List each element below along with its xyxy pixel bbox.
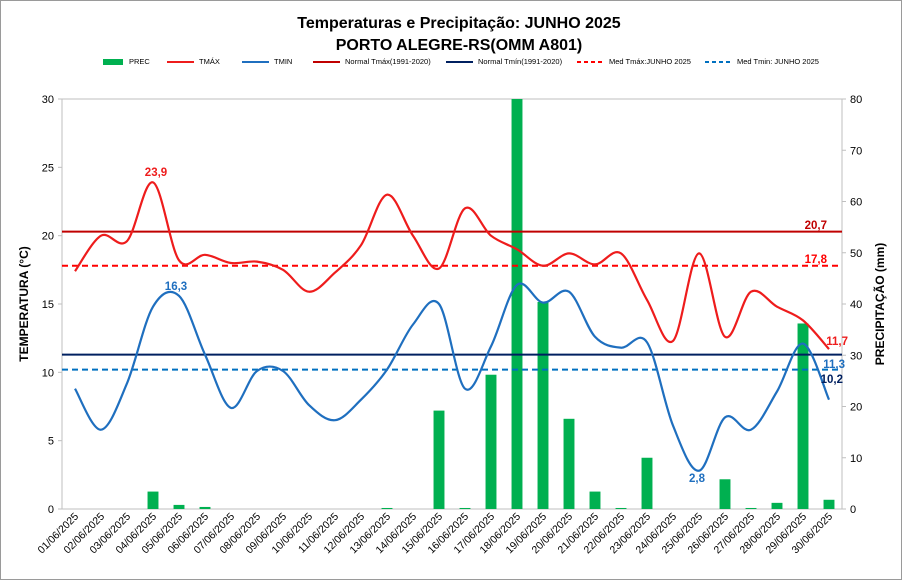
legend-swatch-prec [103, 59, 123, 65]
legend: PREC TMÁX TMIN Normal Tmáx(1991-2020) No… [103, 57, 819, 66]
tmin-line [74, 282, 831, 472]
tmax-line [74, 181, 830, 350]
annotation-tmax-peak: 23,9 [145, 167, 167, 179]
prec-bar [459, 507, 471, 509]
annotation-normal-tmax: 20,7 [805, 220, 827, 232]
y-left-tick-label: 0 [48, 504, 54, 516]
prec-bar [147, 491, 159, 509]
prec-bar [589, 491, 601, 509]
legend-label-prec: PREC [129, 57, 150, 66]
y-axis-left-ticks: 0 5 10 15 20 25 30 [42, 94, 62, 516]
y-right-tick-label: 60 [850, 197, 862, 209]
x-axis-ticks: 01/06/202502/06/202503/06/202504/06/2025… [35, 511, 835, 557]
y-right-tick-label: 50 [850, 248, 862, 260]
y-right-tick-label: 0 [850, 504, 856, 516]
prec-bar [511, 99, 523, 509]
y-left-tick-label: 30 [42, 94, 54, 106]
annotation-normal-tmin: 11,3 [823, 359, 845, 371]
legend-label-tmax: TMÁX [199, 57, 220, 66]
chart-title-line1: Temperaturas e Precipitação: JUNHO 2025 [297, 15, 621, 32]
y-left-tick-label: 15 [42, 299, 54, 311]
prec-bar [797, 323, 809, 509]
prec-bar [719, 479, 731, 509]
legend-label-med-tmax: Med Tmáx:JUNHO 2025 [609, 57, 691, 66]
prec-bar [485, 374, 497, 509]
annotation-med-tmax: 17,8 [805, 254, 828, 266]
y-right-tick-label: 70 [850, 145, 862, 157]
legend-label-normal-tmax: Normal Tmáx(1991-2020) [345, 57, 431, 66]
y-right-tick-label: 30 [850, 350, 862, 362]
annotation-med-tmin: 10,2 [821, 374, 843, 386]
prec-bar [641, 457, 653, 509]
prec-bar [173, 504, 185, 509]
plot-area [61, 98, 843, 510]
annotation-tmax-last: 11,7 [826, 336, 848, 348]
temperature-lines [74, 181, 831, 472]
y-right-tick-label: 40 [850, 299, 862, 311]
y-left-tick-label: 25 [42, 162, 54, 174]
prec-bar [615, 507, 627, 509]
y-axis-right-ticks: 0 10 20 30 40 50 60 70 80 [842, 94, 862, 516]
legend-label-tmin: TMIN [274, 57, 292, 66]
y-right-tick-label: 80 [850, 94, 862, 106]
chart-title-line2: PORTO ALEGRE-RS(OMM A801) [336, 37, 583, 54]
prec-bar [771, 502, 783, 509]
prec-bar [537, 301, 549, 509]
prec-bar [199, 506, 211, 509]
y-right-tick-label: 20 [850, 402, 862, 414]
prec-bar [381, 507, 393, 509]
annotation-tmin-low: 2,8 [689, 473, 706, 485]
prec-bar [563, 418, 575, 509]
legend-label-med-tmin: Med Tmin: JUNHO 2025 [737, 57, 819, 66]
y-axis-left-title: TEMPERATURA (°C) [17, 246, 31, 361]
annotations: 23,9 16,3 2,8 20,7 17,8 11,7 11,3 10,2 [145, 167, 848, 485]
annotation-tmin-peak: 16,3 [165, 281, 187, 293]
legend-label-normal-tmin: Normal Tmín(1991-2020) [478, 57, 563, 66]
prec-bar [433, 410, 445, 509]
prec-bar [745, 507, 757, 509]
y-left-tick-label: 10 [42, 367, 54, 379]
y-axis-right-title: PRECIPITAÇÃO (mm) [872, 243, 887, 365]
y-right-tick-label: 10 [850, 453, 862, 465]
reference-lines [62, 230, 842, 371]
prec-bars [147, 99, 835, 509]
y-left-tick-label: 5 [48, 436, 54, 448]
prec-bar [823, 499, 835, 509]
y-left-tick-label: 20 [42, 231, 54, 243]
